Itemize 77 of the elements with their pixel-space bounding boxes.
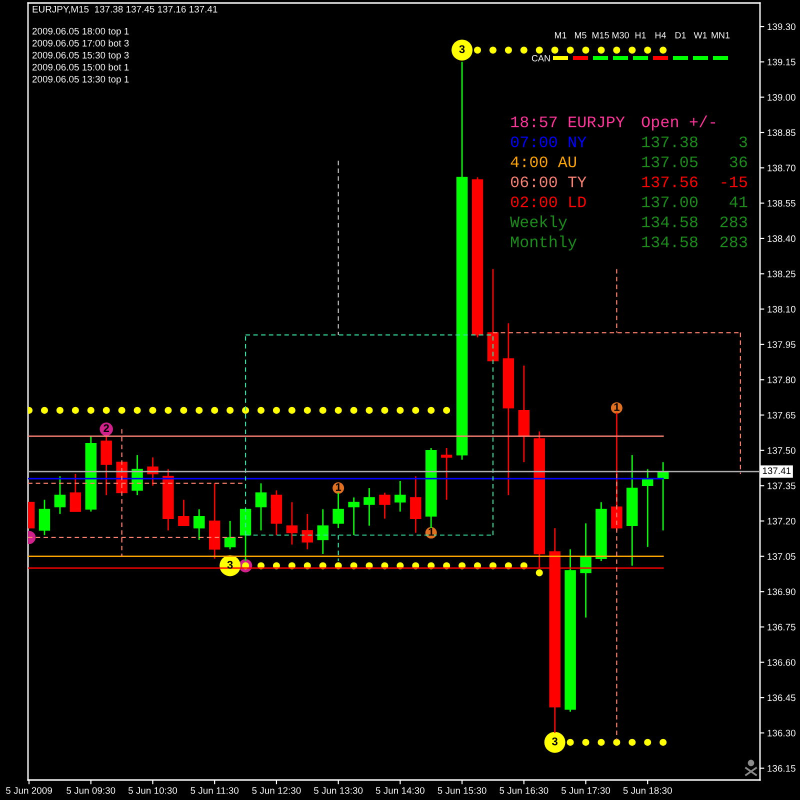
category-label: MN1 (712, 32, 730, 38)
y-tick-label: 138.40 (768, 235, 796, 242)
annotation: 283 (720, 236, 747, 248)
y-tick-label: 136.90 (768, 588, 796, 596)
annotation: 1 (614, 403, 620, 411)
annotation: 137.00 (642, 196, 698, 208)
annotation: 18:57 EURJPY (511, 116, 625, 128)
category-label: D1 (675, 32, 686, 38)
y-tick-label: 138.25 (768, 270, 796, 278)
annotation: 137.05 (642, 156, 698, 168)
annotation: Open +/- (642, 116, 716, 130)
annotation: 3 (459, 45, 465, 54)
y-tick-label: 137.05 (768, 553, 796, 560)
annotation: 2009.06.05 13:30 top 1 (32, 76, 129, 84)
y-tick-label: 137.20 (768, 518, 796, 525)
annotation: 3 (552, 737, 558, 746)
x-tick-label: 5 Jun 17:30 (561, 787, 610, 794)
y-tick-label: 138.10 (768, 306, 796, 313)
y-tick-label: 139.15 (768, 58, 796, 66)
annotation: 2009.06.05 15:00 bot 1 (32, 64, 129, 71)
x-tick-label: 5 Jun 18:30 (623, 787, 672, 794)
ref-line-label: 137.41 (762, 467, 791, 474)
category-label: M30 (612, 32, 629, 38)
annotation: 2009.06.05 17:00 bot 3 (32, 40, 129, 47)
x-tick-label: 5 Jun 10:30 (128, 787, 178, 794)
annotation: 4:00 AU (510, 156, 576, 168)
x-tick-label: 5 Jun 11:30 (190, 787, 239, 794)
y-tick-label: 136.45 (768, 694, 796, 702)
annotation: 3 (227, 560, 233, 569)
annotation: CAN (532, 55, 550, 62)
y-tick-label: 139.00 (768, 94, 796, 101)
y-tick-label: 136.60 (768, 659, 796, 666)
annotation: 06:00 TY (510, 176, 586, 188)
annotation: 137.56 (642, 176, 698, 188)
y-tick-label: 136.75 (768, 624, 796, 630)
category-label: H4 (655, 32, 666, 38)
x-tick-label: 5 Jun 09:30 (66, 787, 116, 794)
y-tick-label: 137.35 (768, 482, 796, 490)
x-tick-label: 5 Jun 14:30 (376, 787, 424, 794)
x-tick-label: 5 Jun 2009 (6, 787, 52, 794)
y-tick-label: 138.55 (768, 200, 796, 207)
y-tick-label: 138.70 (768, 164, 796, 172)
chart-title: EURJPY,M15 137.38 137.45 137.16 137.41 (32, 6, 218, 14)
annotation: -15 (722, 176, 747, 188)
y-tick-label: 137.50 (768, 447, 796, 454)
y-tick-label: 137.65 (768, 412, 796, 419)
x-tick-label: 5 Jun 15:30 (438, 787, 486, 794)
y-tick-label: 138.85 (768, 129, 796, 136)
category-label: H1 (635, 32, 646, 38)
y-tick-label: 137.80 (768, 376, 796, 384)
annotation: 1 (428, 528, 434, 536)
annotation: 283 (720, 216, 747, 228)
annotation: Weekly (510, 216, 567, 230)
x-tick-label: 5 Jun 16:30 (500, 787, 548, 794)
annotation: 02:00 LD (510, 196, 586, 208)
annotation: 2009.06.05 18:00 top 1 (32, 28, 129, 36)
category-label: M1 (554, 32, 566, 38)
annotation: 134.58 (642, 216, 698, 228)
annotation: 07:00 NY (510, 136, 586, 148)
category-label: W1 (694, 32, 707, 38)
annotation: 2009.06.05 15:30 top 3 (32, 52, 129, 60)
y-tick-label: 136.15 (768, 765, 796, 772)
x-tick-label: 5 Jun 13:30 (314, 787, 363, 794)
x-tick-label: 5 Jun 12:30 (252, 787, 301, 794)
y-tick-label: 137.95 (768, 341, 796, 348)
annotation: 1 (336, 483, 342, 491)
annotation: 41 (730, 196, 748, 208)
annotation: 3 (739, 136, 747, 148)
category-label: M15 (592, 32, 609, 38)
annotation: 36 (730, 156, 747, 168)
annotation: Monthly (511, 236, 577, 250)
y-tick-label: 139.30 (768, 23, 796, 30)
annotation: 2 (104, 424, 109, 432)
annotation: 134.58 (642, 236, 698, 248)
annotation: 137.38 (642, 136, 698, 148)
y-tick-label: 136.30 (768, 730, 796, 736)
category-label: M5 (574, 32, 586, 38)
